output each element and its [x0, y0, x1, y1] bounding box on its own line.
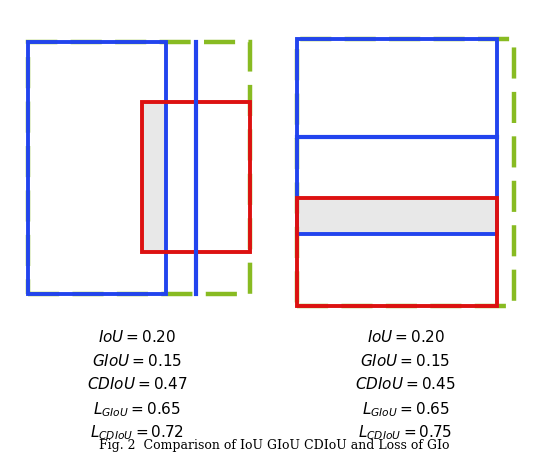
Text: $L_{CDIoU} = 0.75$: $L_{CDIoU} = 0.75$ [358, 424, 453, 442]
Bar [297, 39, 514, 306]
Bar [28, 42, 250, 294]
Bar [297, 198, 497, 306]
Bar [28, 42, 166, 294]
Text: $IoU = 0.20$: $IoU = 0.20$ [98, 329, 176, 345]
Text: $CDIoU = 0.47$: $CDIoU = 0.47$ [87, 376, 187, 392]
Bar [142, 102, 166, 252]
Bar [297, 198, 497, 234]
Bar [142, 102, 250, 252]
Text: $CDIoU = 0.45$: $CDIoU = 0.45$ [355, 376, 456, 392]
Bar [297, 39, 497, 234]
Text: Fig. 2  Comparison of IoU GIoU CDIoU and Loss of GIo: Fig. 2 Comparison of IoU GIoU CDIoU and … [99, 439, 449, 452]
Text: $GIoU = 0.15$: $GIoU = 0.15$ [361, 353, 450, 369]
Text: $IoU = 0.20$: $IoU = 0.20$ [367, 329, 444, 345]
Text: $L_{CDIoU} = 0.72$: $L_{CDIoU} = 0.72$ [90, 424, 184, 442]
Text: $GIoU = 0.15$: $GIoU = 0.15$ [92, 353, 182, 369]
Text: $L_{GIoU} = 0.65$: $L_{GIoU} = 0.65$ [362, 400, 449, 419]
Text: $L_{GIoU} = 0.65$: $L_{GIoU} = 0.65$ [93, 400, 181, 419]
